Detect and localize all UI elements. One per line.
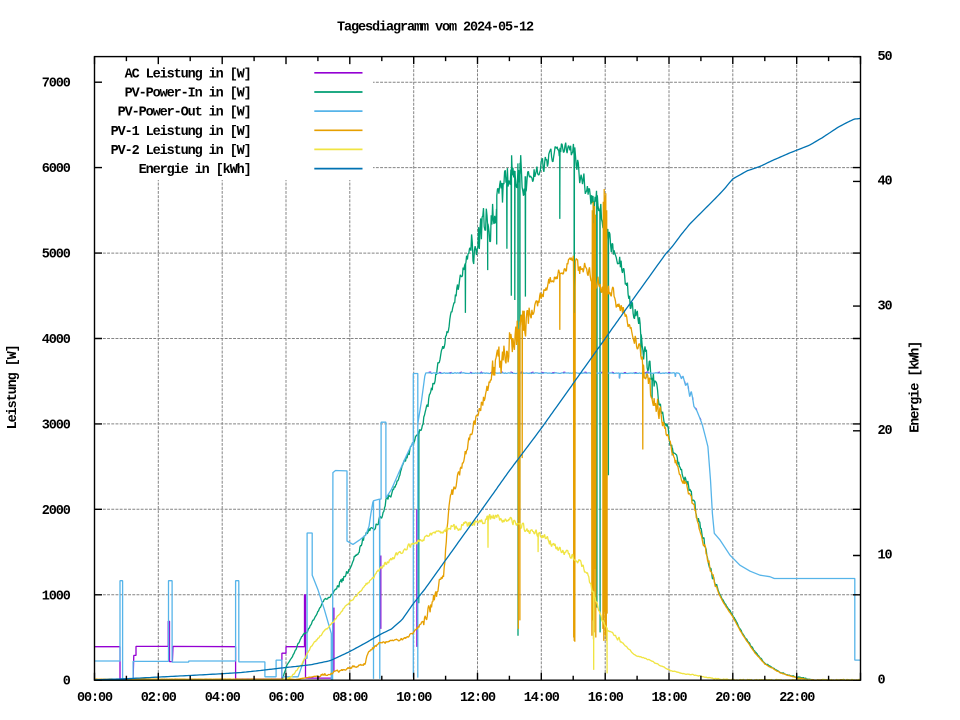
svg-text:50: 50 <box>878 50 893 65</box>
svg-text:30: 30 <box>878 299 893 314</box>
svg-text:00:00: 00:00 <box>77 691 113 706</box>
svg-text:Leistung [W]: Leistung [W] <box>6 345 21 429</box>
svg-text:16:00: 16:00 <box>588 691 624 706</box>
svg-text:02:00: 02:00 <box>141 691 177 706</box>
svg-text:PV-Power-In in [W]: PV-Power-In in [W] <box>125 87 251 102</box>
svg-text:20: 20 <box>878 424 893 439</box>
svg-text:Energie in [kWh]: Energie in [kWh] <box>139 163 251 178</box>
svg-text:5000: 5000 <box>42 248 71 263</box>
svg-text:18:00: 18:00 <box>651 691 687 706</box>
svg-text:14:00: 14:00 <box>524 691 560 706</box>
svg-text:0: 0 <box>63 675 71 690</box>
svg-text:08:00: 08:00 <box>332 691 368 706</box>
svg-text:06:00: 06:00 <box>268 691 304 706</box>
svg-text:04:00: 04:00 <box>205 691 241 706</box>
svg-text:10: 10 <box>878 549 893 564</box>
svg-text:2000: 2000 <box>42 504 71 519</box>
svg-text:0: 0 <box>878 673 886 688</box>
svg-text:12:00: 12:00 <box>460 691 496 706</box>
svg-text:3000: 3000 <box>42 418 71 433</box>
svg-text:Tagesdiagramm vom 2024-05-12: Tagesdiagramm vom 2024-05-12 <box>337 21 534 36</box>
svg-text:22:00: 22:00 <box>779 691 815 706</box>
svg-text:1000: 1000 <box>42 589 71 604</box>
svg-text:20:00: 20:00 <box>715 691 751 706</box>
svg-text:10:00: 10:00 <box>396 691 432 706</box>
svg-text:PV-1 Leistung in [W]: PV-1 Leistung in [W] <box>111 125 251 140</box>
svg-text:6000: 6000 <box>42 162 71 177</box>
svg-text:40: 40 <box>878 175 893 190</box>
svg-text:AC Leistung in [W]: AC Leistung in [W] <box>125 67 251 82</box>
svg-text:PV-Power-Out in [W]: PV-Power-Out in [W] <box>118 106 251 121</box>
svg-text:Energie [kWh]: Energie [kWh] <box>909 342 924 433</box>
svg-text:7000: 7000 <box>42 77 71 92</box>
svg-text:4000: 4000 <box>42 333 71 348</box>
svg-text:PV-2 Leistung in [W]: PV-2 Leistung in [W] <box>111 144 251 159</box>
